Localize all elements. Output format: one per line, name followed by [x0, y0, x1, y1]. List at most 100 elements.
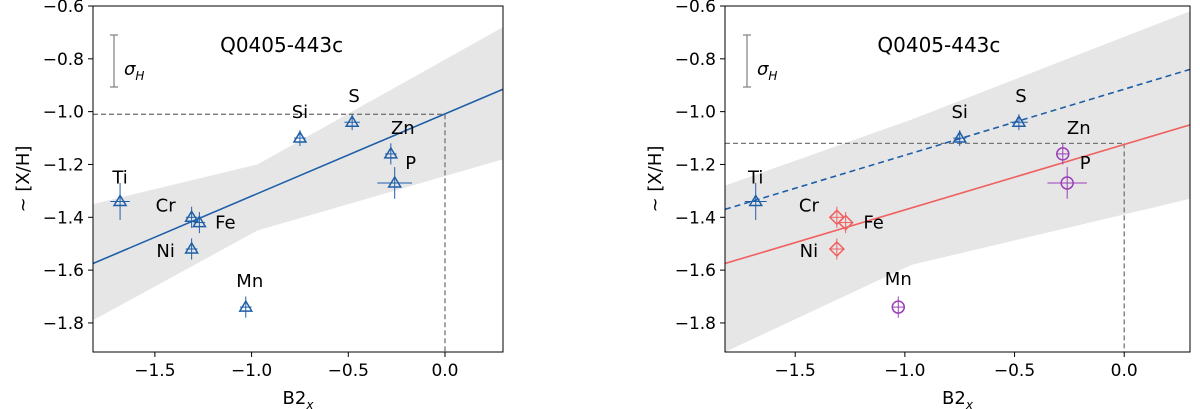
y-tick-label: −1.4 [675, 208, 716, 228]
sigma-label-subscript: H [768, 69, 777, 83]
y-tick-label: −1.2 [675, 155, 716, 175]
y-tick-label: −1.6 [675, 261, 716, 281]
y-tick-label: −0.6 [43, 0, 84, 17]
point-label-ti: Ti [111, 167, 127, 188]
data-point-fe [837, 212, 854, 234]
data-point-zn [1056, 143, 1070, 165]
triangle-marker [292, 130, 308, 143]
point-label-cr: Cr [799, 195, 820, 216]
data-point-si [292, 130, 308, 146]
y-tick-label: −1.8 [675, 314, 716, 334]
x-tick-label: −1.5 [134, 361, 175, 381]
point-label-s: S [348, 86, 359, 107]
point-label-s: S [1015, 86, 1026, 107]
data-point-s [344, 114, 360, 131]
y-tick-label: −1.0 [43, 103, 84, 123]
y-tick-label: −0.8 [675, 50, 716, 70]
circle-marker [1056, 147, 1070, 161]
data-point-ni [184, 238, 199, 260]
y-axis-title: ~ [X/H] [13, 146, 34, 213]
x-axis-title-subscript: x [305, 398, 314, 409]
x-axis-title: B2x [283, 388, 315, 409]
plot-area [93, 27, 503, 352]
chart-panel-2: Ti Si S Cr Fe Ni Zn P Mn −1.5 −1.0 −0.5 0.0 −0.6 −0.8 −… [645, 0, 1191, 409]
data-point-mn [238, 296, 254, 318]
x-axis-title: B2x [942, 388, 974, 409]
triangle-marker [952, 130, 968, 143]
point-label-fe: Fe [863, 213, 883, 234]
triangle-marker [112, 193, 128, 207]
x-tick-label: 0.0 [1111, 361, 1138, 381]
triangle-marker [344, 114, 360, 127]
confidence-band [725, 11, 1190, 352]
sigma-label-subscript: H [135, 69, 144, 83]
triangle-marker [1011, 114, 1027, 127]
chart-title: Q0405-443c [877, 33, 1000, 57]
diamond-marker [837, 214, 854, 231]
point-label-si: Si [292, 102, 308, 123]
triangle-marker [383, 146, 399, 159]
diamond-marker [828, 240, 845, 258]
y-tick-label: −1.0 [675, 103, 716, 123]
point-label-zn: Zn [391, 118, 415, 139]
x-axis-title-subscript: x [965, 398, 974, 409]
x-tick-label: −0.5 [994, 361, 1035, 381]
point-label-p: P [1080, 153, 1091, 174]
data-point-cr [828, 206, 845, 228]
data-point-mn [891, 296, 906, 318]
point-label-mn: Mn [885, 269, 912, 290]
data-point-p [1047, 167, 1087, 199]
diamond-marker [828, 209, 845, 226]
y-tick-label: −1.8 [43, 314, 84, 334]
fit-line-dashed [725, 68, 1190, 211]
chart-title: Q0405-443c [220, 33, 343, 57]
data-point-cr [184, 206, 199, 228]
plot-area [725, 11, 1190, 352]
x-tick-label: 0.0 [431, 361, 458, 381]
circle-marker [891, 300, 906, 314]
triangle-marker [387, 175, 403, 188]
point-label-p: P [405, 153, 416, 174]
confidence-band [93, 27, 503, 321]
data-point-s [1010, 114, 1028, 131]
triangle-marker [238, 299, 254, 312]
point-label-si: Si [951, 102, 967, 123]
y-tick-label: −1.2 [43, 155, 84, 175]
data-point-si [952, 130, 968, 146]
plot-frame [92, 5, 504, 353]
fit-line [93, 88, 503, 265]
triangle-marker [748, 193, 764, 207]
triangle-marker [184, 241, 199, 254]
data-point-p [377, 167, 413, 199]
data-point-ni [828, 238, 845, 260]
point-label-mn: Mn [236, 271, 263, 292]
point-label-ti: Ti [747, 167, 763, 188]
y-tick-label: −0.6 [675, 0, 716, 17]
point-label-cr: Cr [156, 195, 177, 216]
data-point-zn [383, 143, 399, 165]
x-tick-label: −1.0 [884, 361, 925, 381]
data-point-ti [744, 182, 767, 220]
data-point-fe [192, 212, 207, 234]
point-label-zn: Zn [1067, 118, 1091, 139]
chart-panel-1: Ti Cr Fe Ni Mn Si S Zn P −1.5 −1.0 −0.5 0.0 −0.6 −0.8 −… [13, 0, 504, 409]
y-tick-label: −0.8 [43, 50, 84, 70]
x-tick-label: −1.0 [231, 361, 272, 381]
point-label-ni: Ni [800, 241, 818, 262]
point-label-ni: Ni [156, 241, 174, 262]
y-tick-label: −1.6 [43, 261, 84, 281]
triangle-marker [192, 215, 207, 228]
fit-line-solid [725, 124, 1190, 265]
y-axis-title: ~ [X/H] [645, 146, 666, 213]
plot-frame [724, 5, 1191, 353]
point-label-fe: Fe [215, 213, 235, 234]
data-point-ti [110, 182, 130, 220]
y-tick-label: −1.4 [43, 208, 84, 228]
x-tick-label: −0.5 [328, 361, 369, 381]
triangle-marker [184, 209, 199, 223]
x-tick-label: −1.5 [775, 361, 816, 381]
sigma-label: σH [757, 59, 777, 83]
circle-marker [1060, 176, 1074, 190]
sigma-label: σH [124, 59, 144, 83]
